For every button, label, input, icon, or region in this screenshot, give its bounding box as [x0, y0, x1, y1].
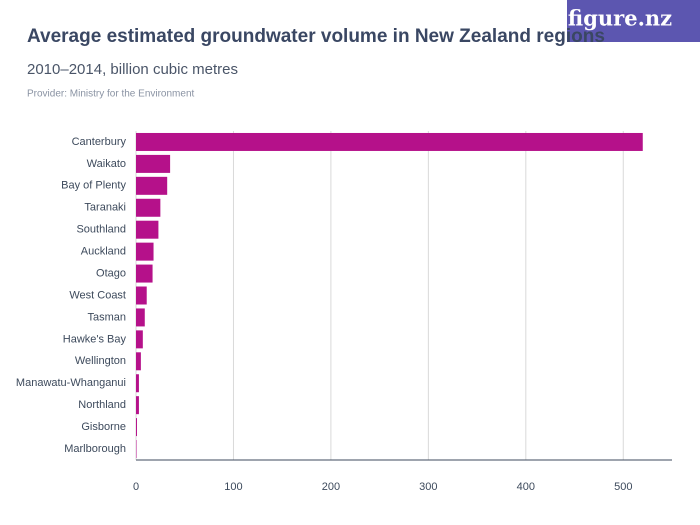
bar — [136, 176, 168, 195]
bar — [136, 374, 139, 393]
bar — [136, 330, 143, 349]
bar — [136, 242, 154, 261]
x-tick-label: 500 — [614, 481, 632, 493]
bar — [136, 264, 153, 283]
y-tick-label: Waikato — [87, 158, 126, 170]
provider: Provider: Ministry for the Environment — [27, 89, 195, 100]
x-tick-label: 400 — [517, 481, 535, 493]
y-tick-label: Wellington — [75, 355, 126, 367]
x-tick-label: 200 — [322, 481, 340, 493]
y-tick-label: West Coast — [69, 289, 126, 301]
y-tick-label: Northland — [78, 399, 126, 411]
y-tick-label: Marlborough — [64, 443, 126, 455]
bar — [136, 132, 643, 151]
y-tick-label: Manawatu-Whanganui — [16, 377, 126, 389]
bar — [136, 396, 139, 415]
y-tick-label: Canterbury — [72, 136, 127, 148]
bar — [136, 198, 161, 217]
brand-box — [567, 0, 700, 42]
y-tick-label: Bay of Plenty — [61, 180, 126, 192]
bar — [136, 154, 171, 173]
y-tick-label: Tasman — [87, 311, 126, 323]
y-tick-label: Otago — [96, 267, 126, 279]
chart-subtitle: 2010–2014, billion cubic metres — [27, 61, 238, 78]
bar — [136, 220, 159, 239]
brand-logo: figure.nz — [568, 6, 672, 31]
y-tick-label: Auckland — [81, 246, 126, 258]
bar — [136, 286, 147, 305]
y-tick-label: Southland — [76, 224, 126, 236]
bar — [136, 418, 137, 437]
bar — [136, 352, 141, 371]
bar — [136, 308, 145, 327]
x-tick-label: 0 — [133, 481, 139, 493]
x-tick-label: 300 — [419, 481, 437, 493]
x-tick-label: 100 — [224, 481, 242, 493]
y-tick-label: Hawke's Bay — [63, 333, 127, 345]
y-tick-label: Taranaki — [84, 202, 126, 214]
chart-title: Average estimated groundwater volume in … — [27, 26, 605, 47]
y-tick-label: Gisborne — [81, 421, 126, 433]
